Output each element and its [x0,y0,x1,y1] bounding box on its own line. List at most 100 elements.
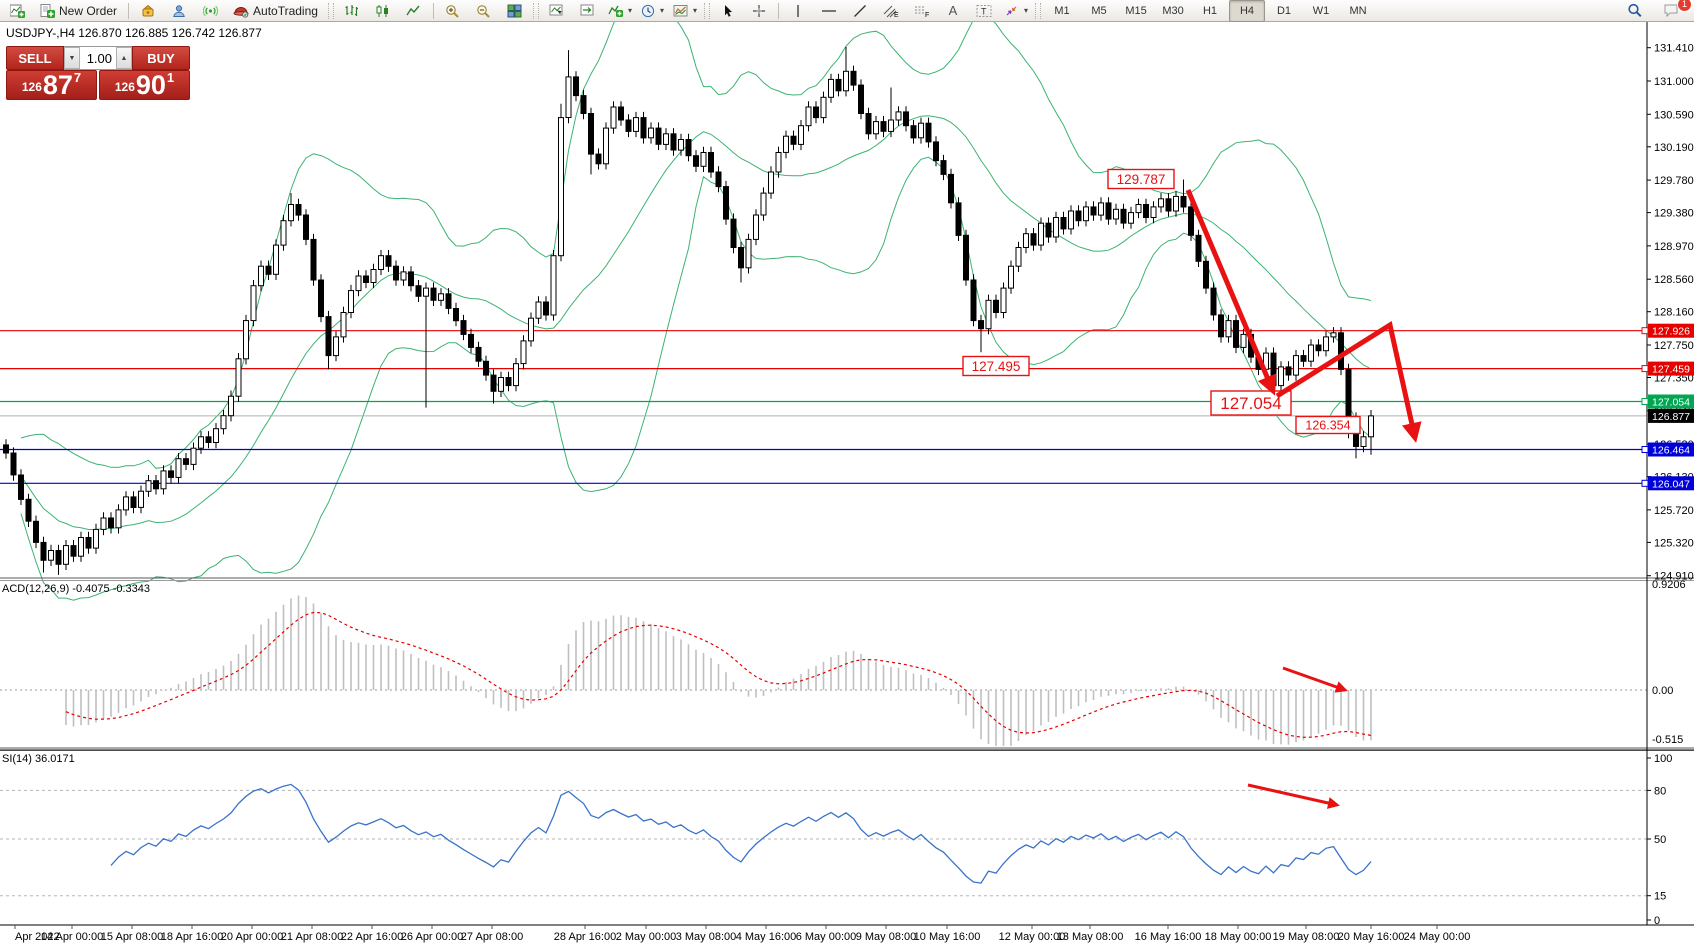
crosshair-button[interactable] [744,0,774,22]
time-axis-label: 2 May 00:00 [616,931,677,943]
cursor-icon [724,4,732,17]
buy-price-display[interactable]: 126 90 1 [99,70,190,100]
dropdown-caret-icon: ▾ [692,6,697,15]
signal-button[interactable] [195,0,225,22]
volume-input[interactable]: 1.00 [86,50,112,66]
sell-price-big: 87 [42,70,73,100]
notification-badge: 1 [1677,0,1692,12]
timeframe-m15[interactable]: M15 [1125,4,1147,17]
buy-price-prefix: 126 [114,80,135,94]
macd-trend-arrow[interactable] [1282,666,1348,693]
price-badge-label: 127.459 [1652,364,1690,376]
bar-chart-icon [345,4,359,16]
chart-cursor-icon [549,4,564,15]
zoom-out-button[interactable] [469,0,499,22]
timeframe-d1[interactable]: D1 [1276,4,1292,17]
time-axis-label: 21 Apr 08:00 [281,931,343,943]
data-window-button[interactable] [542,0,572,22]
tile-windows-icon [507,4,522,17]
equidistant-channel-button[interactable]: E [876,0,906,22]
price-tick-label: 128.970 [1654,241,1694,253]
deposit-button[interactable] [133,0,163,22]
toolbar: New Order AutoTrading [0,0,1694,22]
sell-price-display[interactable]: 126 87 7 [6,70,97,100]
price-badge-label: 126.877 [1652,411,1690,423]
search-button[interactable] [1620,0,1650,22]
macd-signal-line [65,611,1372,738]
price-axis[interactable]: 131.410 131.000 130.590 130.190 129.780 129.3… [1641,22,1694,927]
horizontal-line-button[interactable] [814,0,844,22]
time-axis-label: 15 Apr 08:00 [101,931,163,943]
rsi-pane[interactable] [0,783,1647,897]
periods-button[interactable]: ▾ [637,0,668,22]
macd-pane[interactable] [0,595,1647,747]
time-axis-label: 12 May 00:00 [999,931,1066,943]
price-tick-label: 128.160 [1654,307,1694,319]
cursor-button[interactable] [713,0,743,22]
templates-button[interactable]: ▾ [669,0,701,22]
trend-arrow-down[interactable] [1185,189,1277,396]
template-icon [673,4,688,16]
price-tick-label: 130.190 [1654,142,1694,154]
rsi-scale-label: 50 [1654,834,1666,846]
macd-scale-label: 0.9206 [1652,579,1686,591]
rsi-indicator-label: SI(14) 36.0171 [2,753,75,765]
chart-window[interactable]: 131.410 131.000 130.590 130.190 129.780 129.3… [0,22,1694,947]
objects-list-button[interactable] [573,0,603,22]
autotrading-button[interactable]: AutoTrading [226,0,325,22]
mini-chart-icon [9,4,25,18]
candle-chart-button[interactable] [368,0,398,22]
indicators-icon [608,5,623,17]
price-annotation[interactable]: 127.495 [962,355,1030,377]
vertical-line-button[interactable] [783,0,813,22]
toolbar-grip [532,2,539,19]
line-chart-icon [406,5,420,15]
new-order-button[interactable]: New Order [33,0,124,22]
svg-text:T: T [981,6,987,16]
zoom-in-button[interactable] [438,0,468,22]
time-axis-label: 28 Apr 16:00 [554,931,616,943]
community-button[interactable] [164,0,194,22]
buy-price-pip: 1 [166,70,175,85]
price-annotation-label: 127.054 [1220,394,1281,413]
new-chart-icon[interactable] [2,0,32,22]
timeframe-m5[interactable]: M5 [1091,4,1107,17]
separator [128,2,130,19]
timeframe-m1[interactable]: M1 [1054,4,1070,17]
separator [432,2,434,19]
zoom-in-icon [446,4,460,18]
text-label-button[interactable]: T [969,0,999,22]
macd-indicator-label: ACD(12,26,9) -0.4075 -0.3343 [2,583,150,595]
bar-chart-button[interactable] [337,0,367,22]
sell-button[interactable]: SELL [6,46,64,70]
trendline-button[interactable] [845,0,875,22]
separator [778,2,779,19]
chart-canvas[interactable]: 131.410 131.000 130.590 130.190 129.780 129.3… [0,22,1694,947]
autotrading-label: AutoTrading [253,3,318,18]
time-axis-label: 16 May 16:00 [1135,931,1202,943]
trend-arrow-zigzag[interactable] [1275,320,1422,443]
price-annotation[interactable]: 129.787 [1107,168,1175,190]
arrows-button[interactable]: ▾ [1000,0,1032,22]
fibonacci-button[interactable]: F [907,0,937,22]
text-button[interactable]: A [938,0,968,22]
bollinger-lower-band [20,156,1372,601]
timeframe-mn[interactable]: MN [1349,4,1367,17]
price-pane[interactable] [0,22,1694,926]
volume-decrease-button[interactable]: ▼ [64,47,80,69]
line-chart-button[interactable] [399,0,429,22]
notifications-button[interactable]: 1 [1656,0,1692,22]
buy-button[interactable]: BUY [132,46,190,70]
timeframe-h1[interactable]: H1 [1202,4,1218,17]
timeframe-h4[interactable]: H4 [1229,0,1266,22]
tile-windows-button[interactable] [500,0,530,22]
volume-increase-button[interactable]: ▲ [116,47,132,69]
price-annotation[interactable]: 126.354 [1295,415,1361,435]
sell-price-pip: 7 [73,70,82,85]
bollinger-middle-band [20,115,1372,530]
timeframe-w1[interactable]: W1 [1312,4,1330,17]
indicators-button[interactable]: ▾ [604,0,636,22]
rsi-trend-arrow[interactable] [1247,783,1340,809]
timeframe-m30[interactable]: M30 [1162,4,1184,17]
